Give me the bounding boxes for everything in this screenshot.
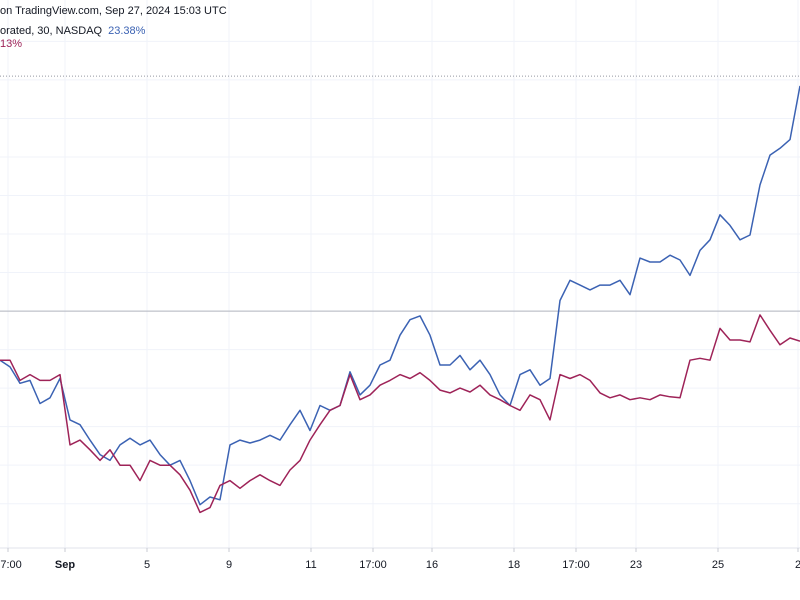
x-tick-label: 17:00 [359,559,387,571]
series-line [0,85,800,506]
symbol-line: orated, 30, NASDAQ [0,25,103,37]
x-tick-label: 23 [630,559,642,571]
x-tick-label: 2 [795,559,800,571]
x-tick-label: Sep [55,559,75,571]
x-tick-label: 9 [226,559,232,571]
x-tick-label: 16 [426,559,438,571]
x-tick-label: 11 [305,559,316,571]
x-tick-label: 25 [712,559,724,571]
source-line: on TradingView.com, Sep 27, 2024 15:03 U… [0,5,227,17]
legend-value: 13% [0,38,22,50]
x-tick-label: 18 [508,559,520,571]
x-tick-label: 5 [144,559,150,571]
x-tick-label: 17:00 [0,559,22,571]
legend-value: 23.38% [108,25,146,37]
plot-area [0,85,800,514]
series-line [0,314,800,514]
x-tick-label: 17:00 [562,559,590,571]
grid [0,0,800,548]
